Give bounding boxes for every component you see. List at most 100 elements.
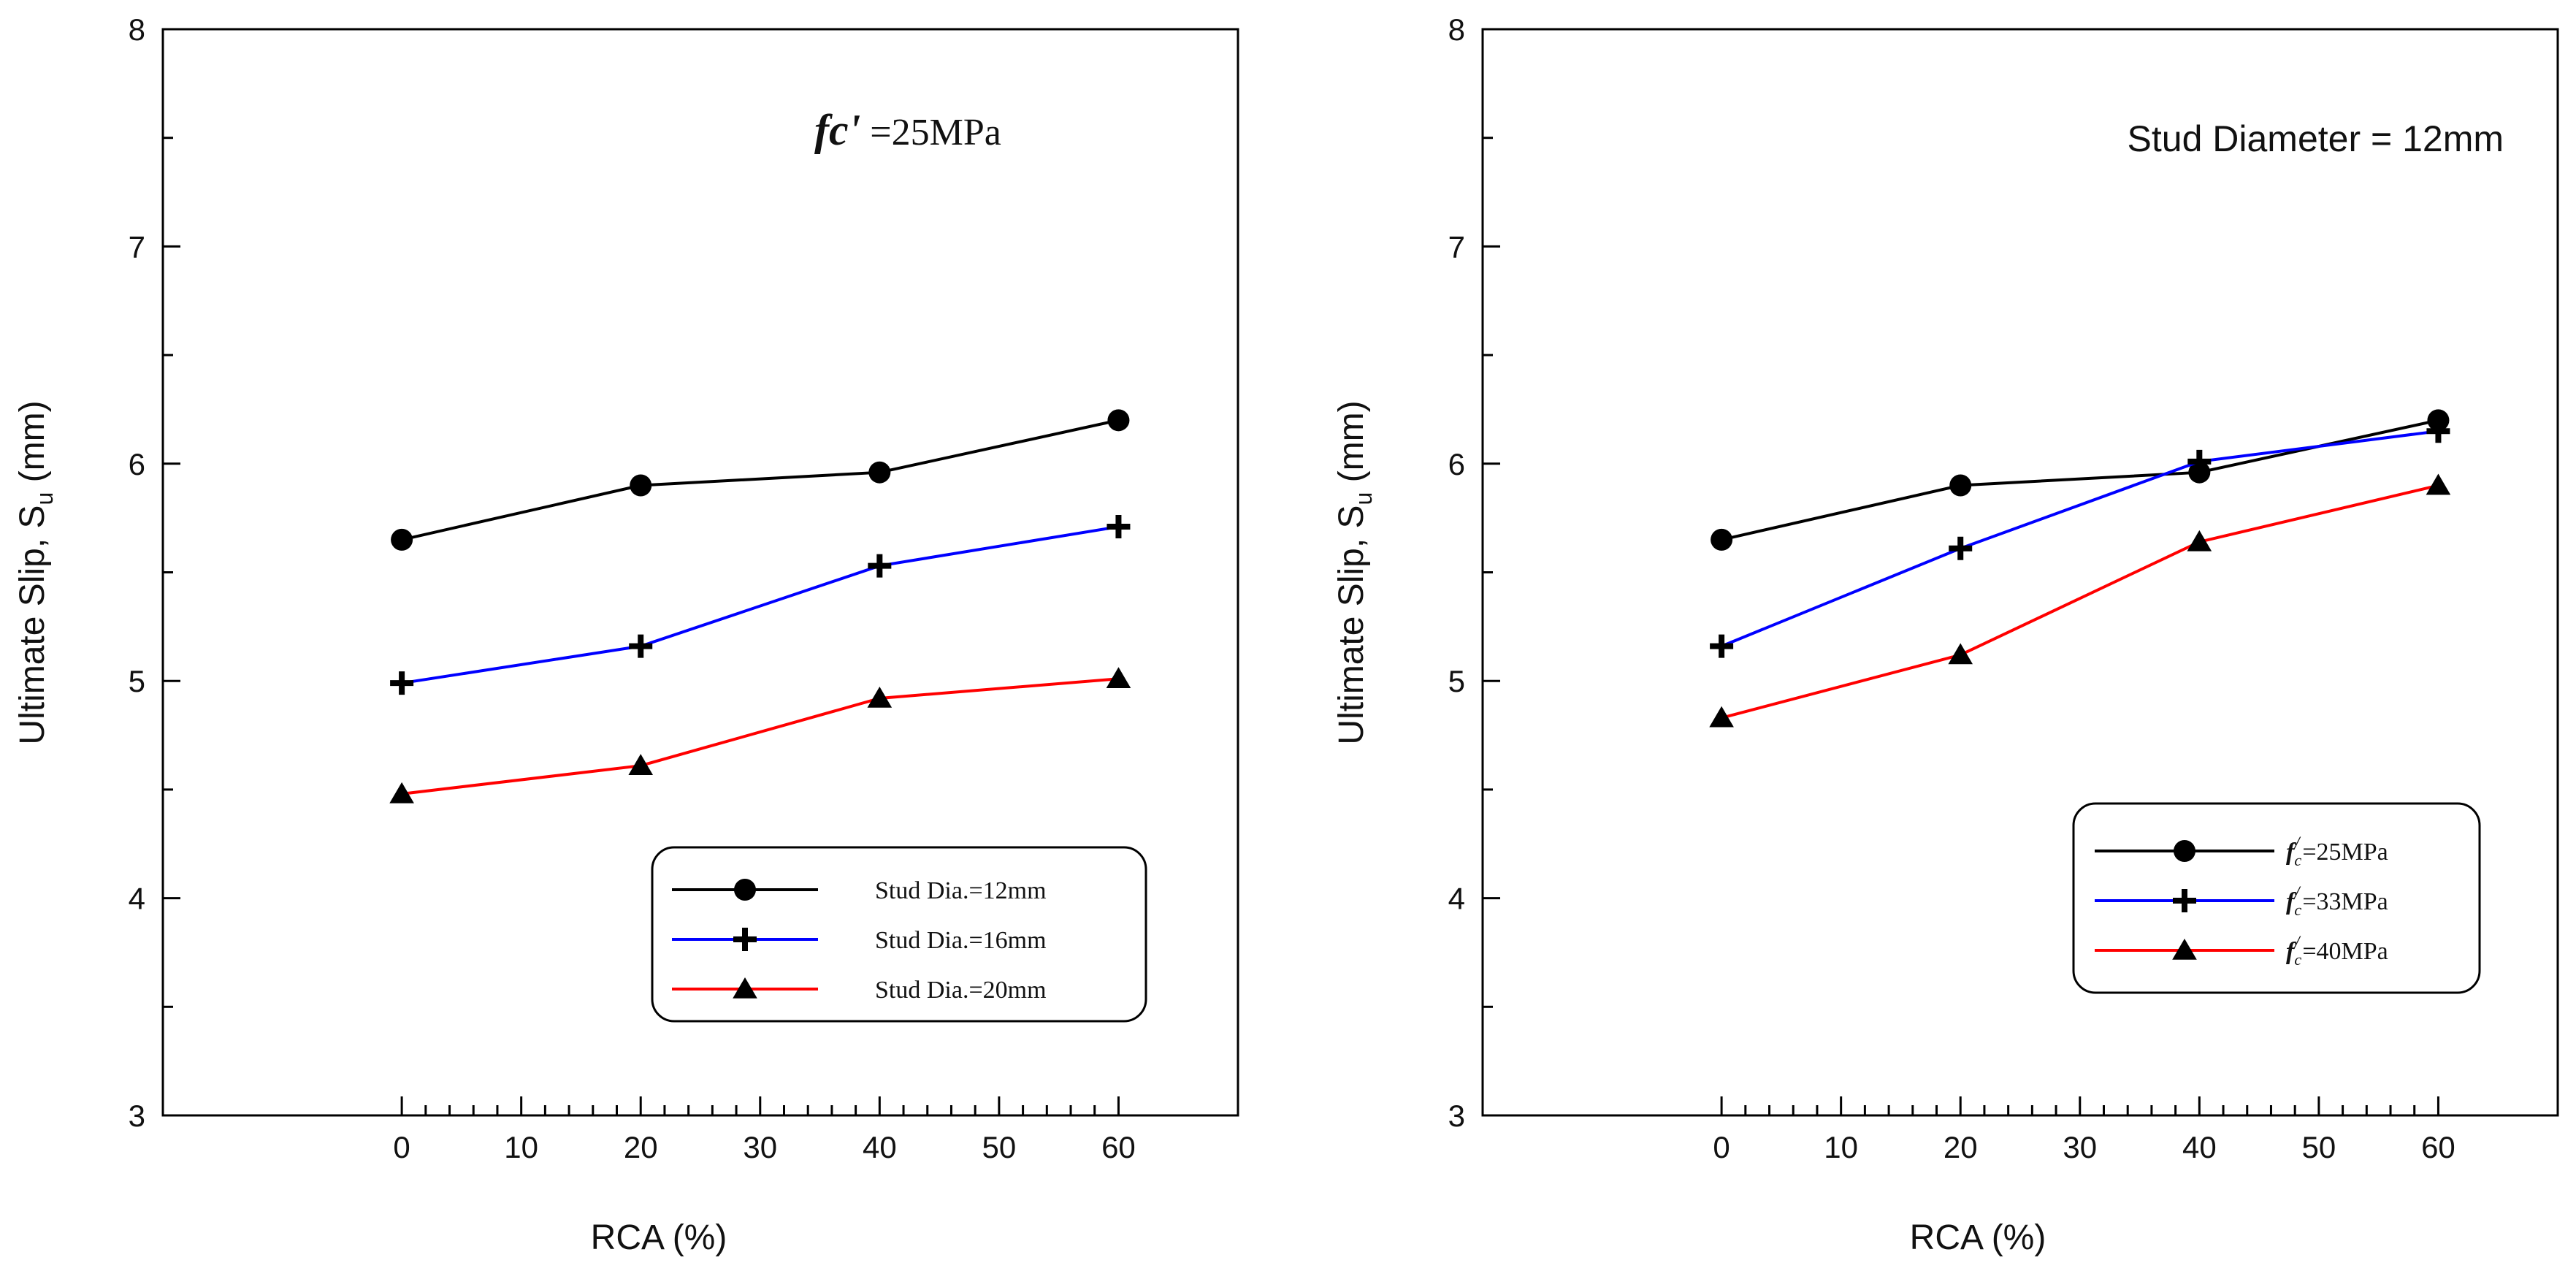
y-axis-title: Ultimate Slip, Su (mm) [1332, 400, 1377, 744]
annotation-italic: fc' [814, 106, 860, 154]
data-point [391, 528, 413, 551]
y-axis-title-main: Ultimate Slip, S [13, 505, 52, 744]
legend-label-sub: c [2294, 901, 2301, 919]
legend-label-value: =25MPa [2302, 839, 2388, 866]
data-point [629, 634, 653, 658]
chart-annotation: Stud Diameter = 12mm [2128, 118, 2504, 159]
x-tick-label: 40 [2182, 1130, 2217, 1164]
x-tick-label: 30 [2063, 1130, 2097, 1164]
data-point [630, 474, 652, 497]
x-tick-label: 50 [982, 1130, 1017, 1164]
legend-label: Stud Dia.=16mm [875, 927, 1047, 954]
legend-label: fc/=25MPa [2286, 833, 2388, 869]
x-tick-label: 10 [504, 1130, 538, 1164]
series-line [1721, 419, 2439, 541]
y-axis-title-subscript: u [31, 492, 58, 505]
y-tick-label: 7 [129, 229, 145, 264]
data-point [2187, 449, 2212, 473]
legend-entry: Stud Dia.=20mm [672, 977, 1047, 1004]
legend-label-sup: / [2293, 833, 2301, 854]
data-point [1710, 634, 1734, 658]
data-point [868, 461, 891, 484]
x-tick-label: 20 [1944, 1130, 1978, 1164]
series-line [401, 677, 1119, 795]
series-line [1721, 484, 2439, 720]
data-point [868, 554, 892, 578]
legend-marker [2172, 939, 2197, 960]
series-line [401, 419, 1119, 541]
y-tick-label: 7 [1448, 229, 1465, 264]
y-tick-label: 3 [1448, 1099, 1465, 1133]
y-axis-title-units: (mm) [13, 400, 52, 492]
series-2 [389, 667, 1131, 804]
data-point [628, 754, 654, 775]
legend-label-f: f [2286, 839, 2297, 866]
data-point [1949, 536, 1973, 560]
y-tick-label: 6 [129, 447, 145, 481]
legend-entry: Stud Dia.=12mm [672, 877, 1047, 904]
data-point [1948, 643, 1973, 665]
data-point [2187, 530, 2212, 551]
y-axis-title-main: Ultimate Slip, S [1332, 505, 1371, 744]
series-line [401, 525, 1119, 685]
legend-entry: fc/=40MPa [2095, 932, 2388, 969]
legend: Stud Dia.=12mm Stud Dia.=16mm Stud Dia.=20… [651, 846, 1147, 1023]
chart-panel-left: 3 4 5 6 7 8 0 10 20 30 40 50 60 RCA (%) Ultimate Slip,… [13, 12, 1239, 1257]
legend-marker [733, 977, 757, 999]
data-point [390, 671, 414, 695]
x-tick-label: 0 [393, 1130, 410, 1164]
legend-marker [733, 928, 757, 951]
legend-label-value: =40MPa [2302, 938, 2388, 965]
series-1 [1710, 419, 2450, 658]
annotation-rest: =25MPa [860, 112, 1001, 153]
y-tick-label: 5 [1448, 664, 1465, 698]
series-1 [390, 515, 1131, 695]
y-tick-label: 8 [1448, 12, 1465, 47]
y-tick-label: 3 [129, 1099, 145, 1133]
data-point [2426, 419, 2450, 443]
legend-label-sub: c [2294, 950, 2301, 969]
x-tick-label: 10 [1824, 1130, 1858, 1164]
data-point [1709, 706, 1734, 728]
legend-label-sup: / [2293, 932, 2301, 953]
chart-annotation: fc' =25MPa [814, 106, 1001, 154]
legend-label: Stud Dia.=12mm [875, 877, 1047, 904]
legend-label-sup: / [2293, 882, 2301, 904]
y-tick-label: 8 [129, 12, 145, 47]
legend-marker [2174, 840, 2195, 862]
legend-entry: Stud Dia.=16mm [672, 927, 1047, 954]
x-axis-title: RCA (%) [591, 1218, 727, 1257]
data-point [1106, 667, 1131, 689]
y-tick-label: 4 [129, 882, 145, 916]
data-point [389, 782, 414, 804]
x-tick-label: 0 [1713, 1130, 1730, 1164]
y-axis-title-subscript: u [1350, 492, 1377, 505]
y-axis-title-units: (mm) [1332, 400, 1371, 492]
y-tick-label: 5 [129, 664, 145, 698]
series-2 [1709, 473, 2451, 728]
data-point [1107, 515, 1131, 539]
legend-marker [2173, 889, 2196, 912]
legend-label: fc/=40MPa [2286, 932, 2388, 969]
x-tick-label: 30 [743, 1130, 777, 1164]
data-point [1949, 474, 1972, 497]
legend-box [2072, 802, 2481, 994]
chart-panel-right: 3 4 5 6 7 8 0 10 20 30 40 50 60 RCA (%) Ultimate Slip,… [1332, 12, 2559, 1257]
x-axis-title: RCA (%) [1910, 1218, 2046, 1257]
data-point [1107, 409, 1130, 432]
legend-label-value: =33MPa [2302, 888, 2388, 915]
x-tick-label: 60 [2421, 1130, 2455, 1164]
legend-marker [734, 879, 756, 901]
legend-label-sub: c [2294, 851, 2301, 869]
legend-label: Stud Dia.=20mm [875, 977, 1047, 1004]
data-point [867, 686, 893, 708]
data-point [1711, 528, 1733, 551]
data-point [2426, 473, 2451, 495]
series-line [1721, 430, 2439, 648]
x-tick-label: 40 [863, 1130, 897, 1164]
legend-entry: fc/=25MPa [2095, 833, 2388, 869]
y-tick-label: 6 [1448, 447, 1465, 481]
y-axis-title: Ultimate Slip, Su (mm) [13, 400, 58, 744]
